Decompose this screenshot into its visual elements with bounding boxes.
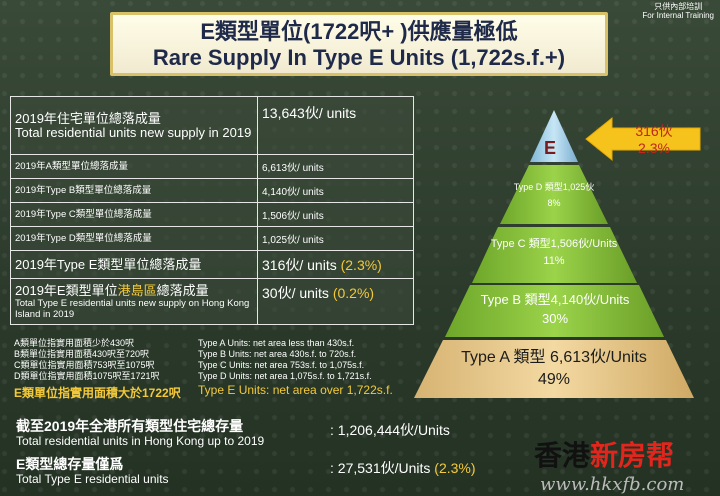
hkxfb-logo: 香港新房帮 — [534, 434, 674, 474]
row-total-value: 13,643伙/ units — [257, 96, 414, 155]
pyramid-e-label: E — [544, 138, 556, 158]
def-zh-a: A類單位指實用面積少於430呎 — [14, 338, 135, 348]
table-row: 2019年Type E類型單位總落成量 316伙/ units (2.3%) — [10, 250, 414, 279]
row-total-label: 2019年住宅單位總落成量 Total residential units ne… — [10, 96, 258, 155]
row-e-pct: (2.3%) — [340, 256, 382, 273]
supply-table: 2019年住宅單位總落成量 Total residential units ne… — [10, 96, 414, 325]
row-a-label: 2019年A類型單位總落成量 — [10, 154, 258, 179]
total-stock-en: Total residential units in Hong Kong up … — [16, 434, 265, 448]
row-c-label: 2019年Type C類型單位總落成量 — [10, 202, 258, 227]
pyramid-d-pct: 8% — [547, 198, 560, 208]
row-e-hk-label: 2019年E類型單位港島區總落成量 Total Type E residenti… — [10, 278, 258, 325]
title-box: E類型單位(1722呎+ )供應量極低 Rare Supply In Type … — [110, 12, 608, 76]
def-zh-e: E類單位指實用面積大於1722呎 — [14, 386, 181, 400]
pyramid-a-label: Type A 類型 6,613伙/Units — [461, 348, 647, 366]
total-stock-value: : 1,206,444伙/Units — [330, 422, 450, 438]
type-e-stock-en: Total Type E residential units — [16, 472, 169, 486]
def-zh-c: C類單位指實用面積753呎至1075呎 — [14, 360, 155, 370]
row-total-en: Total residential units new supply in 20… — [15, 124, 252, 140]
row-c-value: 1,506伙/ units — [257, 202, 414, 227]
pyramid-layer-d — [500, 165, 608, 224]
table-row: 2019年住宅單位總落成量 Total residential units ne… — [10, 96, 414, 155]
def-zh-d: D類單位指實用面積1075呎至1721呎 — [14, 371, 160, 381]
row-e-hk-value: 30伙/ units — [262, 285, 329, 301]
row-e-value-cell: 316伙/ units (2.3%) — [257, 250, 414, 279]
callout-arrow — [585, 116, 701, 162]
callout-units: 316伙 — [635, 123, 672, 139]
internal-training-note: 只供內部培訓 For Internal Training — [642, 2, 714, 20]
type-e-stock-pct: (2.3%) — [434, 460, 476, 476]
def-zh-b: B類單位指實用面積430呎至720呎 — [14, 349, 150, 359]
type-e-stock-value-wrap: : 27,531伙/Units (2.3%) — [330, 458, 476, 478]
row-a-value: 6,613伙/ units — [257, 154, 414, 179]
pyramid-b-pct: 30% — [542, 311, 568, 326]
pyramid-c-label: Type C 類型1,506伙/Units — [491, 236, 618, 250]
total-stock-zh: 截至2019年全港所有類型住宅總存量 — [16, 418, 244, 434]
logo-red-text: 新房帮 — [590, 439, 675, 472]
row-e-label: 2019年Type E類型單位總落成量 — [10, 250, 258, 279]
pyramid-a-pct: 49% — [538, 371, 570, 388]
note-zh: 只供內部培訓 — [654, 2, 703, 11]
definitions-en: Type A Units: net area less than 430s.f.… — [198, 338, 372, 382]
def-en-e: Type E Units: net area over 1,722s.f. — [198, 383, 393, 397]
table-row: 2019年Type C類型單位總落成量 1,506伙/ units — [10, 202, 414, 227]
watermark: www.hkxfb.com — [540, 474, 685, 495]
pyramid-c-pct: 11% — [543, 255, 564, 267]
pyramid-b-label: Type B 類型4,140伙/Units — [481, 292, 630, 307]
pyramid-layer-e — [530, 110, 578, 162]
pyramid-layer-c — [472, 227, 637, 283]
total-stock-block: 截至2019年全港所有類型住宅總存量 Total residential uni… — [16, 418, 264, 448]
table-row: 2019年E類型單位港島區總落成量 Total Type E residenti… — [10, 278, 414, 325]
row-b-value: 4,140伙/ units — [257, 178, 414, 203]
row-e-value: 316伙/ units — [262, 256, 337, 273]
row-e-hk-en: Total Type E residential units new suppl… — [15, 297, 250, 320]
title-zh: E類型單位(1722呎+ )供應量極低 — [200, 19, 518, 44]
pyramid-layer-b — [445, 285, 664, 337]
row-e-hk-pct: (0.2%) — [332, 285, 375, 301]
row-e-hk-zh-a: 2019年E類型單位 — [15, 282, 118, 298]
row-e-hk-zh-b: 港島區 — [117, 282, 157, 298]
row-total-zh: 2019年住宅單位總落成量 — [15, 110, 161, 126]
note-en: For Internal Training — [642, 11, 714, 20]
pyramid-layer-a — [414, 340, 694, 398]
row-e-hk-zh-c: 總落成量 — [156, 282, 209, 298]
logo-black-text: 香港 — [534, 439, 591, 472]
type-e-stock-zh: E類型總存量僅爲 — [16, 456, 124, 472]
type-e-stock-block: E類型總存量僅爲 Total Type E residential units — [16, 456, 169, 486]
callout-pct: 2.3% — [638, 140, 670, 156]
row-e-hk-value-cell: 30伙/ units (0.2%) — [257, 278, 414, 325]
type-e-stock-value: : 27,531伙/Units — [330, 460, 431, 476]
def-en-c: Type C Units: net area 753s.f. to 1,075s… — [198, 360, 365, 370]
definitions-zh: A類單位指實用面積少於430呎 B類單位指實用面積430呎至720呎 C類單位指… — [14, 338, 160, 382]
row-e-hk-zh: 2019年E類型單位港島區總落成量 — [15, 282, 253, 298]
def-en-b: Type B Units: net area 430s.f. to 720s.f… — [198, 349, 357, 359]
table-row: 2019年A類型單位總落成量 6,613伙/ units — [10, 154, 414, 179]
def-en-a: Type A Units: net area less than 430s.f. — [198, 338, 355, 348]
def-en-d: Type D Units: net area 1,075s.f. to 1,72… — [198, 371, 372, 381]
pyramid-d-label: Type D 類型1,025伙 — [514, 182, 595, 192]
title-en: Rare Supply In Type E Units (1,722s.f.+) — [152, 45, 566, 70]
